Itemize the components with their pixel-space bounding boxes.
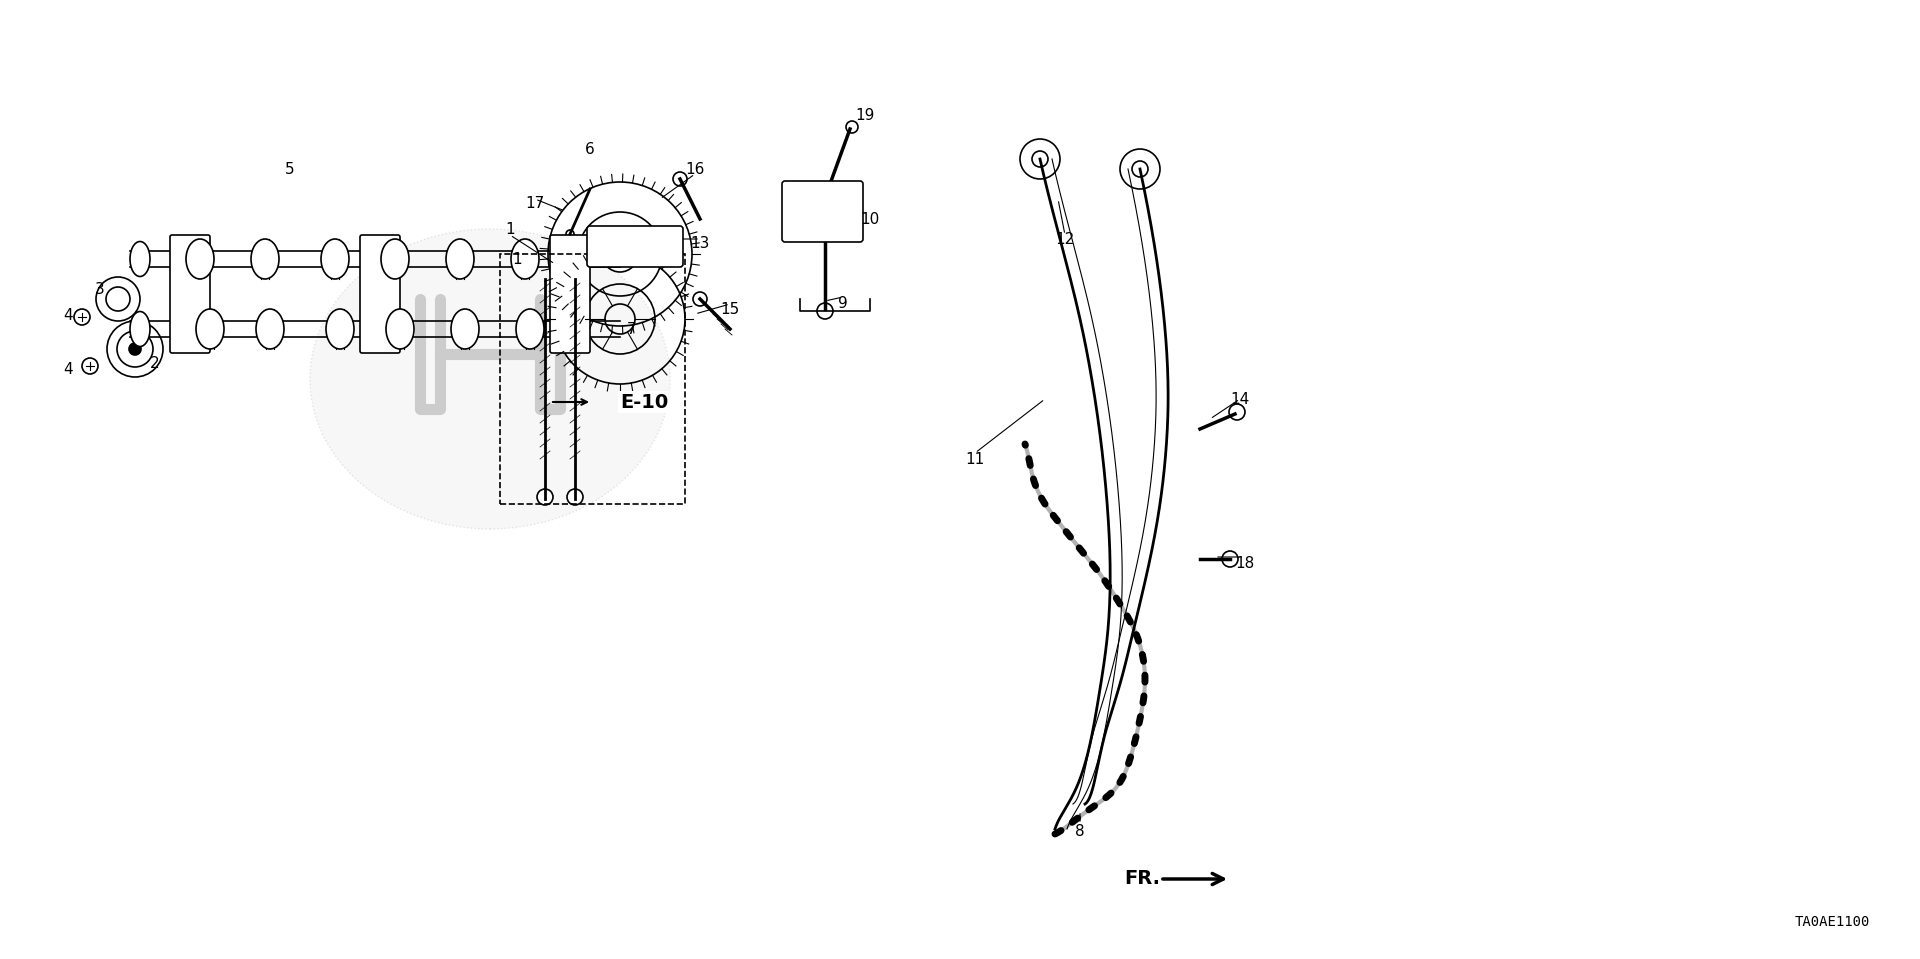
Ellipse shape — [511, 239, 540, 279]
Circle shape — [75, 309, 90, 325]
Ellipse shape — [196, 309, 225, 349]
FancyBboxPatch shape — [549, 235, 589, 353]
Circle shape — [566, 230, 574, 238]
Text: 4: 4 — [63, 362, 73, 377]
FancyBboxPatch shape — [781, 181, 862, 242]
Text: 2: 2 — [150, 357, 159, 371]
Ellipse shape — [255, 309, 284, 349]
Text: 8: 8 — [1075, 824, 1085, 838]
Text: 10: 10 — [860, 212, 879, 226]
Circle shape — [108, 321, 163, 377]
Text: 19: 19 — [854, 108, 876, 124]
Circle shape — [96, 277, 140, 321]
Text: 11: 11 — [966, 452, 985, 466]
Ellipse shape — [321, 239, 349, 279]
Bar — [499, 254, 685, 504]
Ellipse shape — [451, 309, 478, 349]
Circle shape — [538, 489, 553, 505]
Text: 5: 5 — [286, 161, 296, 176]
Ellipse shape — [131, 242, 150, 276]
Ellipse shape — [326, 309, 353, 349]
Text: 12: 12 — [1056, 231, 1075, 246]
Text: E-10: E-10 — [620, 392, 668, 411]
FancyBboxPatch shape — [588, 226, 684, 267]
Text: 1: 1 — [513, 251, 522, 267]
Ellipse shape — [186, 239, 213, 279]
Text: 13: 13 — [691, 237, 710, 251]
Text: 17: 17 — [526, 196, 545, 210]
Circle shape — [129, 343, 140, 355]
Text: 6: 6 — [586, 142, 595, 156]
Ellipse shape — [309, 229, 670, 529]
Text: 9: 9 — [839, 296, 849, 312]
FancyBboxPatch shape — [171, 235, 209, 353]
Circle shape — [1119, 149, 1160, 189]
Text: 3: 3 — [96, 282, 106, 296]
Ellipse shape — [380, 239, 409, 279]
Ellipse shape — [386, 309, 415, 349]
Ellipse shape — [131, 312, 150, 346]
Text: 1: 1 — [505, 222, 515, 237]
Ellipse shape — [252, 239, 278, 279]
Ellipse shape — [445, 239, 474, 279]
Circle shape — [566, 489, 584, 505]
Text: 4: 4 — [63, 308, 73, 322]
FancyBboxPatch shape — [361, 235, 399, 353]
Text: 15: 15 — [720, 301, 739, 316]
Text: TA0AE1100: TA0AE1100 — [1795, 915, 1870, 929]
Circle shape — [83, 358, 98, 374]
Text: FR.: FR. — [1123, 870, 1160, 888]
Text: 7: 7 — [628, 321, 637, 337]
Text: 14: 14 — [1231, 391, 1250, 407]
Circle shape — [1020, 139, 1060, 179]
Text: 18: 18 — [1235, 556, 1254, 572]
Ellipse shape — [516, 309, 543, 349]
Text: 16: 16 — [685, 161, 705, 176]
